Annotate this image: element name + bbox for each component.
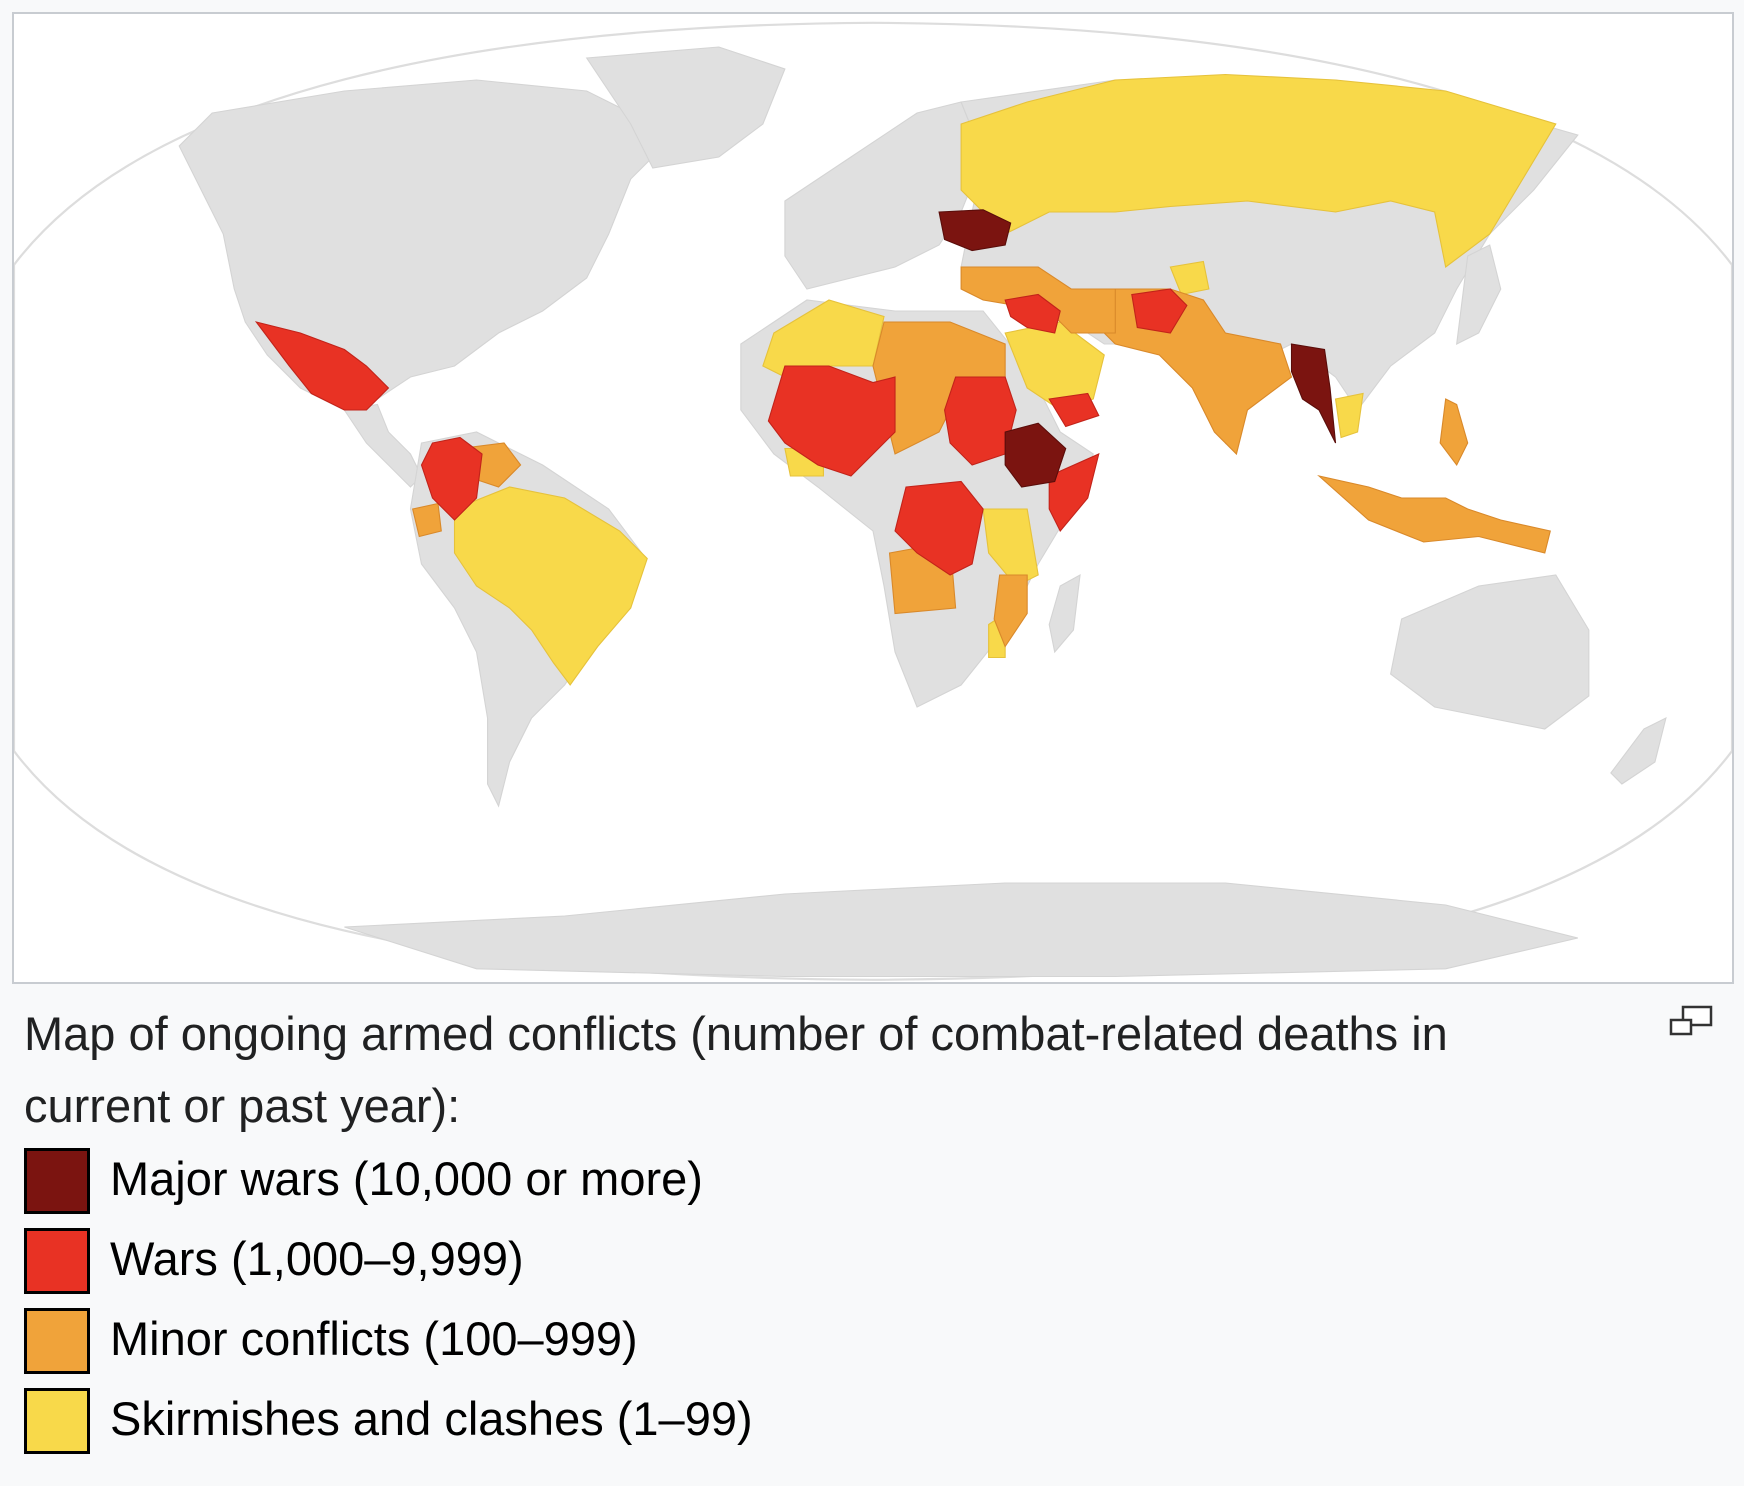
region-drc[interactable] bbox=[894, 480, 984, 576]
world-map-svg bbox=[14, 21, 1732, 981]
legend-swatch-wars bbox=[24, 1228, 90, 1294]
region-colombia[interactable] bbox=[420, 436, 483, 521]
region-somalia[interactable] bbox=[1048, 453, 1100, 532]
war-regions bbox=[254, 288, 1188, 576]
land-europe bbox=[784, 101, 984, 290]
region-central-asia-east[interactable] bbox=[1169, 260, 1210, 296]
land-north-america bbox=[178, 79, 676, 411]
region-west-africa-north[interactable] bbox=[762, 299, 885, 378]
legend-label-major-wars: Major wars (10,000 or more) bbox=[110, 1152, 703, 1205]
legend-label-minor-conflicts: Minor conflicts (100–999) bbox=[110, 1312, 638, 1365]
legend-swatch-minor-conflicts bbox=[24, 1308, 90, 1374]
enlarge-icon-glyph bbox=[1669, 1005, 1713, 1036]
world-conflict-map[interactable] bbox=[12, 12, 1734, 984]
major-war-regions bbox=[938, 209, 1337, 488]
land-australia bbox=[1389, 574, 1590, 730]
legend-swatch-skirmishes bbox=[24, 1388, 90, 1454]
region-yemen[interactable] bbox=[1048, 392, 1100, 428]
legend-swatch-major-wars bbox=[24, 1148, 90, 1214]
land-antarctica bbox=[344, 882, 1578, 978]
region-ecuador[interactable] bbox=[411, 502, 442, 538]
region-afghanistan[interactable] bbox=[1131, 288, 1188, 334]
land-japan bbox=[1456, 244, 1502, 345]
region-mozambique[interactable] bbox=[993, 574, 1028, 648]
region-myanmar[interactable] bbox=[1290, 343, 1337, 444]
minor-conflict-regions bbox=[411, 266, 1551, 648]
enlarge-icon[interactable] bbox=[1668, 1002, 1716, 1042]
region-syria-iraq[interactable] bbox=[1004, 293, 1061, 334]
land-new-zealand bbox=[1610, 716, 1667, 785]
land-madagascar bbox=[1048, 573, 1081, 654]
region-ukraine[interactable] bbox=[938, 209, 1012, 252]
legend-label-wars: Wars (1,000–9,999) bbox=[110, 1232, 524, 1285]
region-sahel-west[interactable] bbox=[767, 365, 896, 477]
region-russia[interactable] bbox=[960, 73, 1557, 268]
map-caption: Map of ongoing armed conflicts (number o… bbox=[24, 1007, 1448, 1132]
region-thailand[interactable] bbox=[1334, 392, 1364, 439]
region-india-pakistan[interactable] bbox=[1092, 288, 1293, 456]
land-central-america bbox=[343, 403, 423, 488]
region-philippines[interactable] bbox=[1439, 398, 1469, 467]
region-mexico[interactable] bbox=[254, 321, 390, 411]
region-indonesia[interactable] bbox=[1317, 475, 1551, 554]
region-sudan[interactable] bbox=[944, 376, 1017, 466]
legend-label-skirmishes: Skirmishes and clashes (1–99) bbox=[110, 1392, 753, 1445]
region-brazil[interactable] bbox=[453, 486, 648, 686]
land-greenland bbox=[585, 46, 786, 169]
region-ethiopia[interactable] bbox=[1004, 422, 1067, 488]
